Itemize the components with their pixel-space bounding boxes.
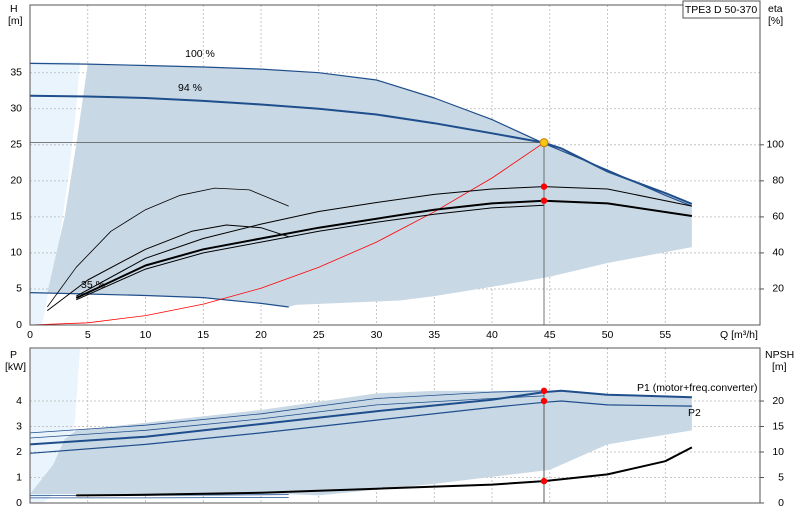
x-tick-label: 15	[197, 329, 209, 341]
y2-axis-label: NPSH	[765, 349, 794, 361]
duty-point	[540, 197, 548, 204]
x-tick-label: 55	[659, 329, 671, 341]
y-tick-label: 2	[16, 446, 22, 458]
curve	[543, 141, 693, 205]
plot-frame	[29, 4, 761, 326]
y2-tick-label: 20	[772, 283, 784, 295]
annotation-box	[682, 0, 761, 19]
curve-label: 100 %	[185, 48, 215, 60]
x-tick-label: 45	[544, 329, 556, 341]
y2-tick-label: 80	[772, 175, 784, 187]
y-tick-label: 35	[10, 67, 22, 79]
curve	[46, 187, 289, 308]
x-tick-label: 25	[313, 329, 325, 341]
y2-tick-label: 60	[772, 211, 784, 223]
y-tick-label: 10	[10, 247, 22, 259]
curve-label: P1 (motor+freq.converter)	[637, 382, 758, 394]
y2-axis-label: eta	[768, 3, 783, 15]
curve-label: P2	[688, 407, 701, 419]
y-axis-unit: [m]	[8, 15, 23, 27]
x-axis-label: Q [m³/h]	[720, 329, 758, 341]
y-tick-label: 25	[10, 139, 22, 151]
duty-point	[540, 387, 548, 395]
y-tick-label: 15	[10, 211, 22, 223]
y2-tick-label: 40	[772, 247, 784, 259]
duty-point	[540, 183, 548, 190]
operating-region	[30, 390, 692, 496]
curve	[30, 497, 289, 499]
y-tick-label: 5	[16, 283, 22, 295]
curve	[29, 400, 692, 454]
y2-axis-unit: [m]	[772, 361, 787, 373]
curve	[29, 142, 545, 326]
y-tick-label: 0	[16, 497, 22, 509]
x-tick-label: 20	[255, 329, 267, 341]
curve	[75, 199, 693, 299]
operating-region	[47, 64, 692, 307]
y-axis-label: P	[10, 349, 17, 361]
x-tick-label: 5	[85, 329, 91, 341]
y-tick-label: 4	[16, 395, 22, 407]
curve-label: 94 %	[178, 82, 202, 94]
x-tick-label: 50	[602, 329, 614, 341]
plot-frame	[29, 347, 761, 504]
duty-point	[540, 397, 548, 405]
y-axis-unit: [kW]	[5, 361, 26, 373]
y2-tick-label: 100	[766, 139, 784, 151]
x-tick-label: 40	[486, 329, 498, 341]
x-tick-label: 10	[140, 329, 152, 341]
y-tick-label: 0	[16, 319, 22, 331]
y2-tick-label: 15	[772, 420, 784, 432]
curve	[46, 224, 289, 311]
y2-axis-unit: [%]	[768, 15, 783, 27]
y-tick-label: 30	[10, 103, 22, 115]
curve	[75, 204, 545, 301]
light-region	[30, 62, 80, 325]
curve	[29, 292, 289, 308]
curve	[75, 186, 692, 297]
curve	[76, 446, 693, 497]
y2-tick-label: 5	[778, 471, 784, 483]
curve	[29, 62, 693, 207]
y-axis-label: H	[10, 3, 18, 15]
y2-tick-label: 10	[772, 446, 784, 458]
curve	[29, 389, 692, 446]
curve	[29, 390, 545, 434]
annotation: TPE3 D 50-370	[685, 4, 758, 16]
y2-tick-label: 0	[778, 497, 784, 509]
duty-point	[540, 477, 548, 485]
y2-tick-label: 20	[772, 395, 784, 407]
x-tick-label: 35	[428, 329, 440, 341]
duty-point	[539, 138, 549, 148]
y-tick-label: 3	[16, 420, 22, 432]
y-tick-label: 1	[16, 471, 22, 483]
x-tick-label: 30	[371, 329, 383, 341]
curve	[29, 94, 545, 144]
light-region	[30, 349, 80, 503]
y-tick-label: 20	[10, 175, 22, 187]
x-tick-label: 0	[27, 329, 33, 341]
